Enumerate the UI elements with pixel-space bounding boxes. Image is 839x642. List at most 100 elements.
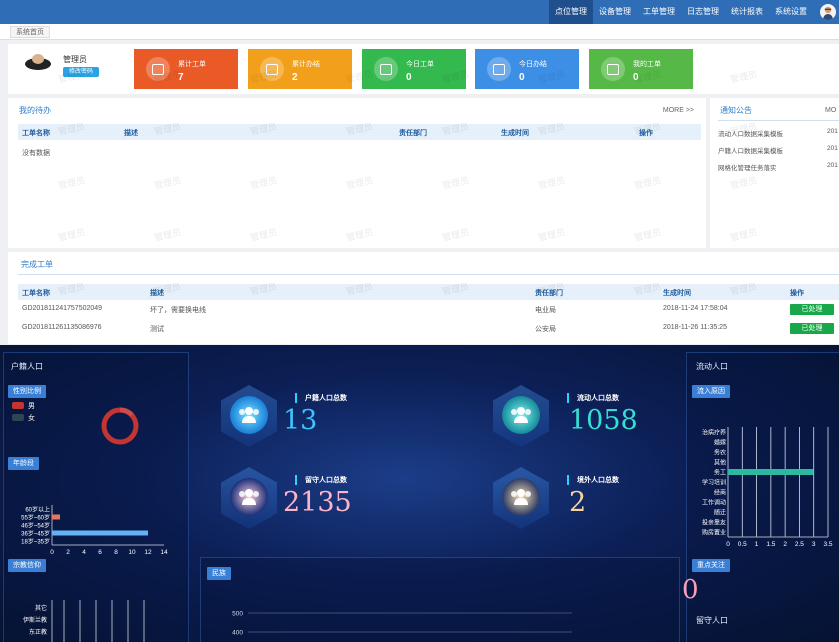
stat-value: 2135 xyxy=(283,487,352,518)
x-tick-label: 0 xyxy=(726,541,730,548)
stat-card-0[interactable]: 累计工单 7 xyxy=(134,49,238,89)
y-tick-label: 400 xyxy=(232,630,243,637)
tab-home[interactable]: 系统首页 xyxy=(10,26,50,38)
main-menu: 点位管理 设备管理 工单管理 日志管理 统计报表 系统设置 xyxy=(549,0,813,24)
y-tick-label: 500 xyxy=(232,611,243,618)
card-icon xyxy=(260,57,284,81)
x-tick-label: 0.5 xyxy=(738,541,747,548)
done-title: 完成工单 xyxy=(21,260,53,269)
notice-item[interactable]: 户籍人口数据采集模板 xyxy=(718,148,783,155)
inflow-reason-chart: 0 0.5 1 1.5 2 2.5 3 3.5 购房置业 投亲靠友 随迁 工作调动 经商 学习培训 务工 其他… xyxy=(702,427,833,548)
household-panel xyxy=(3,352,189,642)
religion-label: 其它 xyxy=(35,604,47,612)
y-tick-label: 工作调动 xyxy=(702,499,726,507)
inflow-reason-button[interactable]: 流入原因 xyxy=(692,385,730,398)
col-name: 工单名称 xyxy=(22,130,50,137)
cell-dept: 电业局 xyxy=(535,307,556,314)
stat-card-3[interactable]: 今日办结 0 xyxy=(475,49,579,89)
change-password-button[interactable]: 修改密码 xyxy=(63,67,100,77)
nav-item-0[interactable]: 点位管理 xyxy=(549,0,593,24)
nav-item-5[interactable]: 系统设置 xyxy=(775,7,807,16)
nav-item-1[interactable]: 设备管理 xyxy=(599,7,631,16)
x-tick-label: 12 xyxy=(144,549,152,555)
col-dept: 责任部门 xyxy=(399,130,427,137)
legend-swatch xyxy=(12,402,24,409)
todo-table-header: 工单名称 描述 责任部门 生成时间 操作 xyxy=(18,124,701,140)
age-bar xyxy=(52,514,60,520)
x-tick-label: 2 xyxy=(783,541,787,548)
legend-swatch xyxy=(12,414,24,421)
stat-label: 境外人口总数 xyxy=(567,475,619,485)
nation-panel xyxy=(200,557,680,642)
stat-hexagon xyxy=(493,385,549,447)
nav-item-2[interactable]: 工单管理 xyxy=(643,7,675,16)
card-value: 2 xyxy=(292,72,298,83)
stat-hexagon xyxy=(493,467,549,529)
card-label: 今日办结 xyxy=(519,61,547,68)
y-tick-label: 治病疗养 xyxy=(702,429,726,437)
nation-chart: 500 400 xyxy=(232,611,572,637)
focus-button[interactable]: 重点关注 xyxy=(692,559,730,572)
household-title: 户籍人口 xyxy=(11,362,43,371)
col-desc: 描述 xyxy=(124,130,138,137)
stat-value: 1058 xyxy=(569,405,638,436)
card-icon xyxy=(374,57,398,81)
religion-label: 东正教 xyxy=(29,628,47,636)
col-time: 生成时间 xyxy=(663,290,691,297)
gender-ratio-button[interactable]: 性别比例 xyxy=(8,385,46,398)
cell-desc: 坏了，需要换电线 xyxy=(150,307,206,314)
status-button[interactable]: 已处理 xyxy=(790,304,834,315)
col-desc: 描述 xyxy=(150,290,164,297)
stat-hexagon xyxy=(221,467,277,529)
focus-value: 0 xyxy=(682,575,699,605)
cell-time: 2018-11-26 11:35:25 xyxy=(663,324,727,331)
age-bar xyxy=(52,530,148,536)
religion-button[interactable]: 宗教信仰 xyxy=(8,559,46,572)
x-tick-label: 0 xyxy=(50,549,54,555)
stay-title: 留守人口 xyxy=(696,616,728,625)
stat-card-2[interactable]: 今日工单 0 xyxy=(362,49,466,89)
y-tick-label: 投亲靠友 xyxy=(702,519,726,527)
done-panel: 完成工单 工单名称 描述 责任部门 生成时间 操作 GD201811241757… xyxy=(8,252,839,344)
card-value: 0 xyxy=(406,72,412,83)
stat-label: 流动人口总数 xyxy=(567,393,619,403)
legend-label: 女 xyxy=(28,415,35,422)
y-tick-label: 购房置业 xyxy=(702,529,726,537)
stat-card-4[interactable]: 我的工单 0 xyxy=(589,49,693,89)
notice-item[interactable]: 网格化管理任务落实 xyxy=(718,165,777,172)
nation-button[interactable]: 民族 xyxy=(207,567,231,580)
empty-text: 没有数据 xyxy=(22,150,50,157)
nav-item-3[interactable]: 日志管理 xyxy=(687,7,719,16)
y-tick-label: 经商 xyxy=(714,489,726,497)
user-photo xyxy=(23,52,53,72)
x-tick-label: 2.5 xyxy=(795,541,804,548)
user-avatar[interactable] xyxy=(820,4,836,20)
nav-item-4[interactable]: 统计报表 xyxy=(731,7,763,16)
age-group-button[interactable]: 年龄段 xyxy=(8,457,39,470)
y-tick-label: 其他 xyxy=(714,459,726,467)
status-button[interactable]: 已处理 xyxy=(790,323,834,334)
card-value: 0 xyxy=(633,72,639,83)
religion-label: 伊斯兰教 xyxy=(23,616,47,624)
todo-title: 我的待办 xyxy=(19,106,51,115)
tab-bar: 系统首页 xyxy=(0,24,839,40)
card-value: 0 xyxy=(519,72,525,83)
x-tick-label: 3.5 xyxy=(823,541,832,548)
col-time: 生成时间 xyxy=(501,130,529,137)
todo-more-link[interactable]: MORE >> xyxy=(662,107,694,114)
notice-more-link[interactable]: MO xyxy=(825,107,837,114)
population-dashboard: 户籍人口 性别比例 男女 年龄段 18岁~35岁 36岁~45岁 46岁~54岁 55… xyxy=(0,345,839,642)
top-nav: 点位管理 设备管理 工单管理 日志管理 统计报表 系统设置 xyxy=(0,0,839,24)
stat-card-1[interactable]: 累计办结 2 xyxy=(248,49,352,89)
x-tick-label: 4 xyxy=(82,549,86,555)
notice-date: 201 xyxy=(827,145,838,152)
stat-label: 户籍人口总数 xyxy=(295,393,347,403)
notice-item[interactable]: 流动人口数据采集模板 xyxy=(718,131,783,138)
stat-label: 留守人口总数 xyxy=(295,475,347,485)
people-icon xyxy=(230,478,268,516)
y-tick-label: 务农 xyxy=(714,449,726,457)
col-name: 工单名称 xyxy=(22,290,50,297)
reason-bar xyxy=(728,469,814,475)
card-icon xyxy=(146,57,170,81)
